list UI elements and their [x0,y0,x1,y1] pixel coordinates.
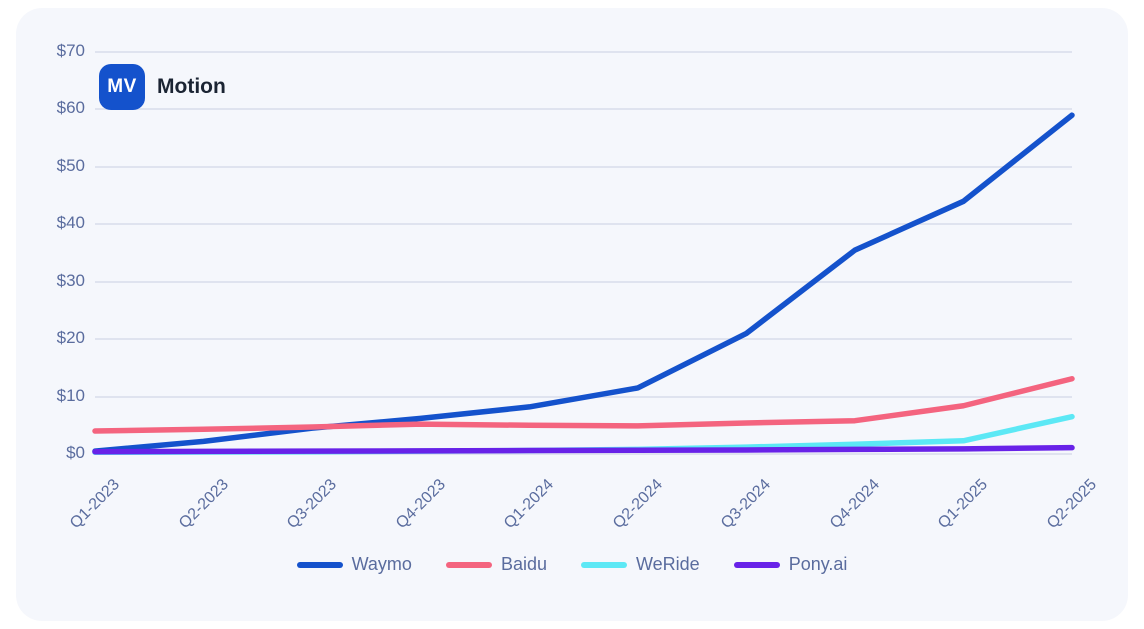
series-line-pony-ai [92,444,1075,455]
legend-item-waymo[interactable]: Waymo [296,554,412,575]
y-axis-tick-label: $70 [56,41,85,60]
series-line-waymo [92,112,1075,454]
brand-badge: MV Motion [99,64,226,110]
legend-item-weride[interactable]: WeRide [580,554,700,575]
y-axis-tick-label: $60 [56,98,85,118]
legend-label-baidu: Baidu [500,554,547,574]
legend-label-waymo: Waymo [351,554,412,574]
brand-logo: MV [99,64,145,110]
y-axis-tick-label: $0 [66,443,85,462]
gridline [95,280,1072,283]
y-axis-tick-label: $50 [56,155,85,175]
y-axis-tick-label: $10 [56,385,85,405]
legend-swatch-baidu [445,561,492,568]
chart-card: MV Motion $0 $10 $20 $30 $40 $50 $60 $70 Q1-2023… [16,8,1128,621]
gridline [95,51,1072,53]
legend-item-pony-ai[interactable]: Pony.ai [733,554,848,575]
chart-legend: Waymo Baidu WeRide Pony.ai [16,554,1128,575]
y-axis-tick-label: $30 [56,270,85,290]
brand-name: Motion [157,75,226,98]
series-line-baidu [92,376,1075,434]
y-axis-tick-label: $20 [56,328,85,348]
legend-label-weride: WeRide [635,554,700,574]
legend-swatch-pony-ai [733,561,780,568]
line-chart-plot-area: $0 $10 $20 $30 $40 $50 $60 $70 Q1-2023 Q2-2023 Q3-… [16,8,1128,621]
gridline [95,453,1072,455]
legend-swatch-weride [580,561,627,568]
chart-series-layer [92,112,1075,456]
legend-swatch-waymo [296,561,343,568]
gridline [95,108,1072,111]
legend-item-baidu[interactable]: Baidu [445,554,547,575]
legend-label-pony-ai: Pony.ai [788,554,848,574]
gridline [95,165,1072,168]
y-axis-tick-label: $40 [56,213,85,233]
gridline [95,223,1072,226]
gridline [95,338,1072,341]
